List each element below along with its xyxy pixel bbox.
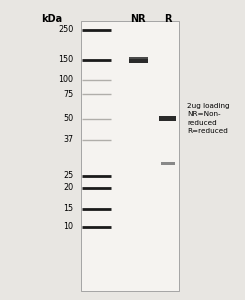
Text: R: R (164, 14, 171, 23)
Text: 75: 75 (63, 90, 74, 99)
Text: 10: 10 (63, 222, 74, 231)
Text: NR: NR (131, 14, 146, 23)
Bar (129, 57, 147, 63)
Bar (129, 57, 147, 59)
Text: 150: 150 (58, 56, 74, 64)
Text: 20: 20 (63, 183, 74, 192)
Bar (81, 21, 179, 291)
Text: 2ug loading
NR=Non-
reduced
R=reduced: 2ug loading NR=Non- reduced R=reduced (187, 103, 230, 134)
Text: 50: 50 (63, 114, 74, 123)
Text: kDa: kDa (41, 14, 62, 23)
Text: 25: 25 (63, 171, 74, 180)
Bar (161, 161, 175, 166)
Text: 15: 15 (63, 204, 74, 213)
Bar (159, 116, 176, 121)
Text: 37: 37 (63, 135, 74, 144)
Text: 100: 100 (59, 75, 74, 84)
Text: 250: 250 (58, 26, 74, 34)
